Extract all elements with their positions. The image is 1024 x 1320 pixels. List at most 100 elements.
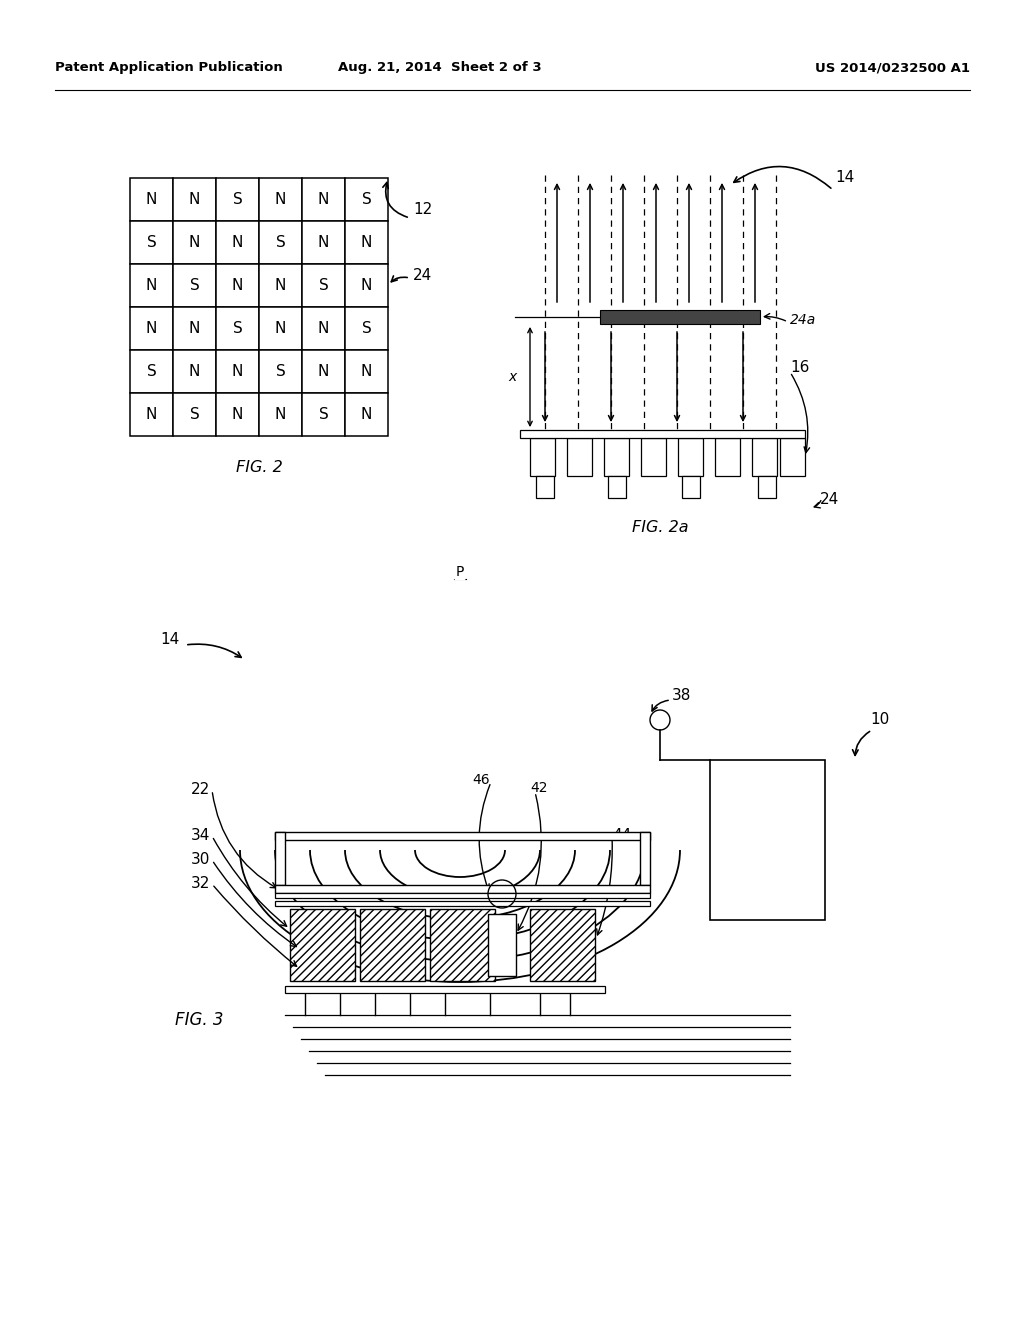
Bar — [173, 393, 216, 436]
Bar — [259, 220, 302, 264]
Text: 16: 16 — [790, 360, 809, 375]
Text: N: N — [274, 191, 286, 207]
Bar — [130, 350, 173, 393]
Text: S: S — [146, 364, 157, 379]
Text: N: N — [274, 321, 286, 337]
Text: N: N — [188, 364, 200, 379]
Bar — [216, 350, 259, 393]
Text: S: S — [275, 235, 286, 249]
Text: 24: 24 — [820, 492, 840, 507]
Bar — [130, 393, 173, 436]
Bar — [678, 438, 703, 477]
Text: 32: 32 — [190, 876, 210, 891]
Text: 38: 38 — [672, 689, 691, 704]
Bar — [259, 350, 302, 393]
Text: 12: 12 — [413, 202, 432, 218]
Bar — [600, 310, 760, 323]
Bar — [715, 438, 740, 477]
Bar — [302, 178, 345, 220]
Bar — [302, 350, 345, 393]
Text: P: P — [456, 565, 464, 579]
Text: 34: 34 — [190, 829, 210, 843]
Bar — [275, 832, 285, 884]
Bar — [345, 308, 388, 350]
Text: 24: 24 — [413, 268, 432, 282]
Text: S: S — [361, 191, 372, 207]
Text: 46: 46 — [472, 774, 490, 787]
Text: S: S — [318, 407, 329, 422]
Bar — [345, 393, 388, 436]
Bar — [530, 909, 595, 981]
Text: N: N — [231, 235, 243, 249]
Bar — [345, 264, 388, 308]
Text: S: S — [275, 364, 286, 379]
Bar — [302, 308, 345, 350]
Bar — [216, 393, 259, 436]
Text: N: N — [145, 191, 158, 207]
Bar — [430, 909, 495, 981]
Text: N: N — [274, 279, 286, 293]
Text: 24a: 24a — [790, 313, 816, 327]
Text: N: N — [360, 279, 372, 293]
Text: S: S — [189, 407, 200, 422]
Bar — [290, 909, 355, 981]
Bar — [173, 308, 216, 350]
Text: Patent Application Publication: Patent Application Publication — [55, 62, 283, 74]
Bar — [275, 894, 650, 898]
Bar — [758, 477, 776, 498]
Text: N: N — [317, 191, 329, 207]
Text: N: N — [145, 407, 158, 422]
Bar — [130, 178, 173, 220]
Text: 22: 22 — [190, 783, 210, 797]
Text: FIG. 3: FIG. 3 — [175, 1011, 223, 1030]
Text: FIG. 2a: FIG. 2a — [632, 520, 688, 536]
Text: S: S — [232, 191, 243, 207]
Bar — [302, 393, 345, 436]
Text: N: N — [231, 407, 243, 422]
Bar — [360, 909, 425, 981]
Text: 42: 42 — [530, 781, 548, 795]
Text: S: S — [146, 235, 157, 249]
Bar — [275, 902, 650, 906]
Bar — [604, 438, 629, 477]
Text: S: S — [318, 279, 329, 293]
Bar — [608, 477, 626, 498]
Bar — [536, 477, 554, 498]
Bar — [710, 760, 825, 920]
Bar — [345, 220, 388, 264]
Text: US 2014/0232500 A1: US 2014/0232500 A1 — [815, 62, 970, 74]
Bar — [275, 884, 650, 894]
Text: S: S — [361, 321, 372, 337]
Text: N: N — [360, 364, 372, 379]
Bar — [530, 438, 555, 477]
Bar — [567, 438, 592, 477]
Text: N: N — [188, 321, 200, 337]
Bar — [285, 986, 605, 993]
Text: Aug. 21, 2014  Sheet 2 of 3: Aug. 21, 2014 Sheet 2 of 3 — [338, 62, 542, 74]
Bar — [216, 264, 259, 308]
Text: N: N — [188, 191, 200, 207]
Text: N: N — [317, 235, 329, 249]
Text: S: S — [232, 321, 243, 337]
Text: 10: 10 — [870, 713, 889, 727]
Text: N: N — [360, 407, 372, 422]
Bar — [682, 477, 700, 498]
Bar — [275, 832, 650, 840]
Text: N: N — [145, 279, 158, 293]
Bar — [130, 308, 173, 350]
Bar — [520, 430, 805, 438]
Text: FIG. 2: FIG. 2 — [236, 461, 283, 475]
Text: 30: 30 — [190, 853, 210, 867]
Text: N: N — [231, 364, 243, 379]
Bar — [173, 178, 216, 220]
Bar — [752, 438, 777, 477]
Bar — [173, 264, 216, 308]
Text: 36: 36 — [757, 832, 778, 849]
Bar — [216, 178, 259, 220]
Text: N: N — [231, 279, 243, 293]
Bar — [259, 264, 302, 308]
Bar — [345, 350, 388, 393]
Text: N: N — [360, 235, 372, 249]
Bar — [780, 438, 805, 477]
Text: 44: 44 — [612, 829, 631, 843]
